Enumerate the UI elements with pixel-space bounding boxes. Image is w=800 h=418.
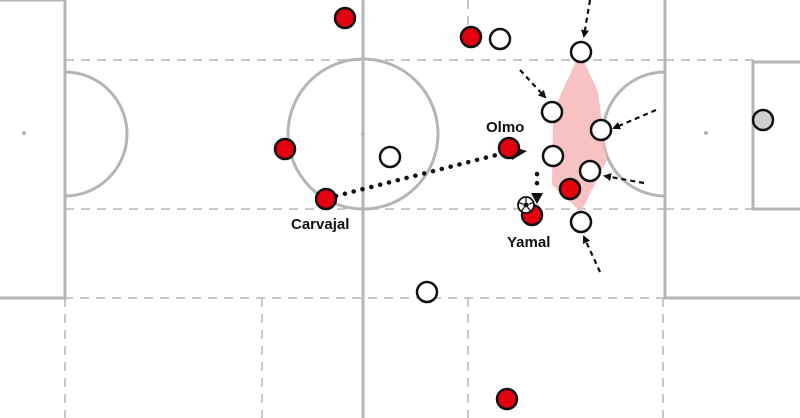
white-player [378, 145, 402, 169]
left-penalty-arc [64, 70, 129, 198]
pass-lines [333, 150, 540, 199]
label-olmo: Olmo [486, 119, 524, 136]
red-player [459, 25, 483, 49]
movement-arrow [519, 69, 547, 99]
pass-carvajal-to-olmo [333, 150, 507, 199]
right-penalty-spot [704, 131, 708, 135]
white-player [569, 40, 593, 64]
pass-arrowhead [531, 193, 543, 204]
white-player [569, 210, 593, 234]
centre-spot [361, 132, 365, 136]
white-player [540, 100, 564, 124]
zone-lines [0, 0, 755, 418]
white-player [578, 159, 602, 183]
soccer-ball-icon [517, 196, 535, 214]
movement-arrow [581, 0, 592, 38]
label-carvajal: Carvajal [291, 216, 349, 233]
white-player [541, 144, 565, 168]
left-penalty-area [0, 0, 67, 300]
right-penalty-area [663, 0, 800, 300]
red-player [333, 6, 357, 30]
label-yamal: Yamal [507, 234, 550, 251]
defender-movement-arrows [519, 0, 657, 273]
left-penalty-spot [22, 131, 26, 135]
white-player [415, 280, 439, 304]
white-player [488, 27, 512, 51]
right-six-yard-box [751, 60, 800, 211]
red-player [558, 177, 582, 201]
goalkeeper [751, 108, 775, 132]
red-player [273, 137, 297, 161]
red-player-olmo [497, 136, 521, 160]
red-player [495, 387, 519, 411]
red-player-carvajal [314, 187, 338, 211]
centre-circle [286, 57, 440, 211]
movement-arrow [612, 108, 657, 130]
movement-arrow [603, 173, 645, 185]
white-team [378, 27, 613, 304]
white-player [589, 118, 613, 142]
red-team [273, 6, 582, 411]
movement-arrow [582, 235, 602, 273]
